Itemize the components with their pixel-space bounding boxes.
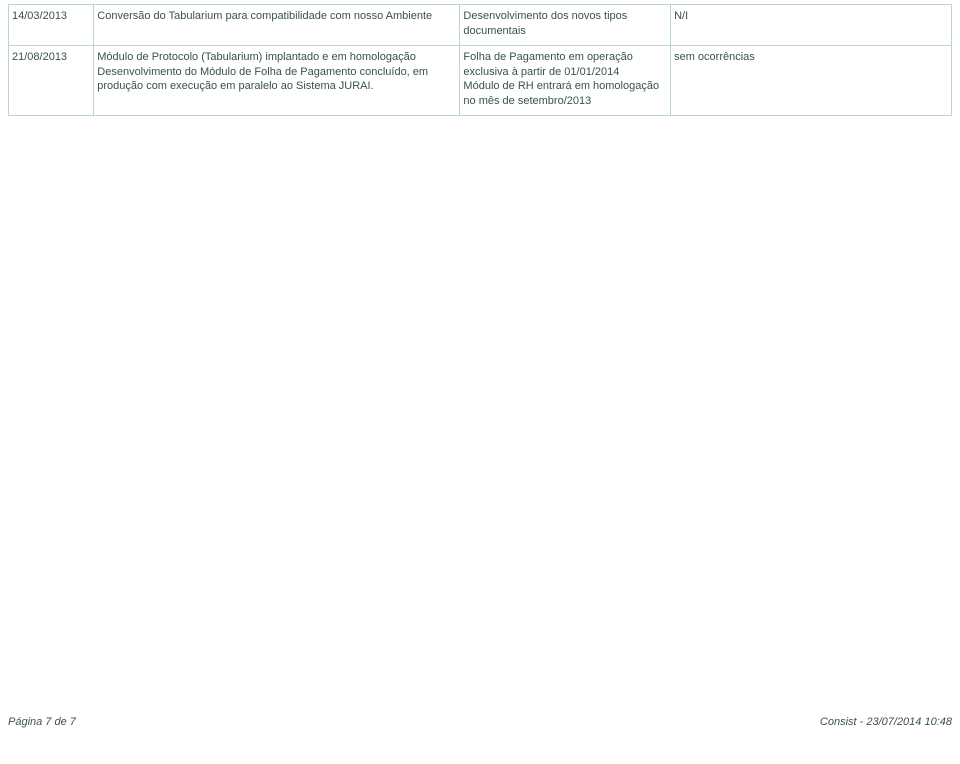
cell-status: Desenvolvimento dos novos tipos document… bbox=[460, 5, 671, 46]
data-table: 14/03/2013 Conversão do Tabularium para … bbox=[8, 4, 952, 116]
cell-date: 21/08/2013 bbox=[9, 45, 94, 115]
page-footer: Página 7 de 7 Consist - 23/07/2014 10:48 bbox=[8, 716, 952, 728]
cell-note: sem ocorrências bbox=[671, 45, 952, 115]
cell-note: N/I bbox=[671, 5, 952, 46]
table-row: 21/08/2013 Módulo de Protocolo (Tabulari… bbox=[9, 45, 952, 115]
footer-timestamp: Consist - 23/07/2014 10:48 bbox=[820, 716, 952, 728]
cell-desc: Conversão do Tabularium para compatibili… bbox=[94, 5, 460, 46]
cell-date: 14/03/2013 bbox=[9, 5, 94, 46]
cell-status: Folha de Pagamento em operação exclusiva… bbox=[460, 45, 671, 115]
table-row: 14/03/2013 Conversão do Tabularium para … bbox=[9, 5, 952, 46]
cell-desc: Módulo de Protocolo (Tabularium) implant… bbox=[94, 45, 460, 115]
footer-page: Página 7 de 7 bbox=[8, 716, 76, 728]
